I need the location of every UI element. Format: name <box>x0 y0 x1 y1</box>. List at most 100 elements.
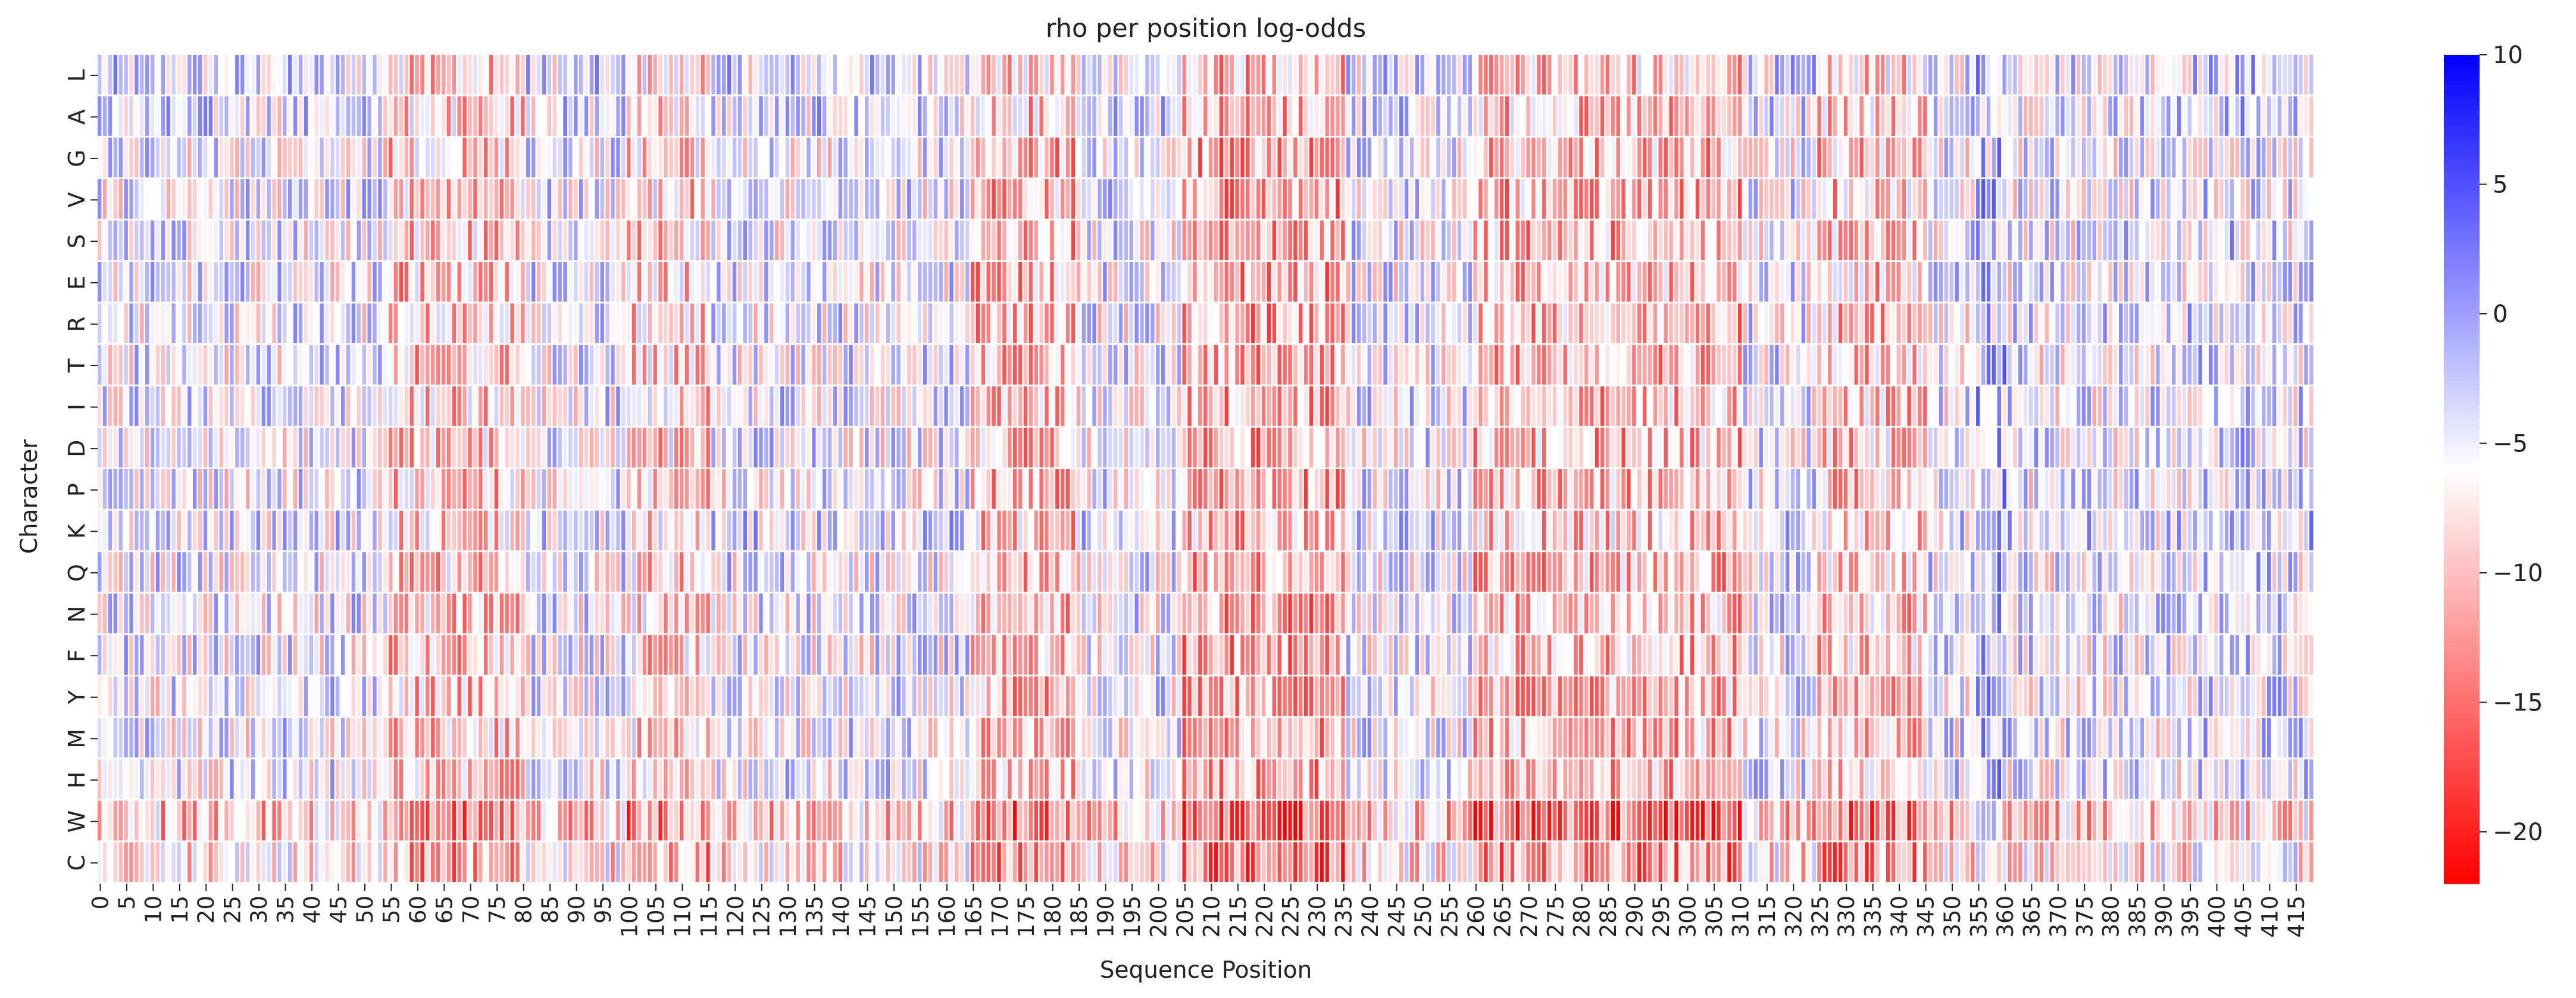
heat-cell <box>801 469 805 509</box>
heat-cell <box>1695 96 1700 136</box>
heat-cell <box>907 220 911 260</box>
heat-cell <box>880 262 885 302</box>
heat-cell <box>325 469 329 509</box>
heat-cell <box>102 220 107 260</box>
heat-cell <box>1595 345 1599 385</box>
heat-cell <box>1378 96 1382 136</box>
heat-cell <box>1674 179 1678 219</box>
heat-cell <box>155 386 160 426</box>
heat-cell <box>1949 303 1953 344</box>
heat-cell <box>1478 345 1483 385</box>
heat-cell <box>1753 96 1758 136</box>
heat-cell <box>1013 428 1017 467</box>
heat-cell <box>1616 428 1620 467</box>
heat-cell <box>790 138 795 177</box>
heat-cell <box>1251 262 1255 302</box>
heat-cell <box>965 179 970 219</box>
heat-cell <box>1373 262 1377 302</box>
heat-cell <box>1828 469 1832 509</box>
heat-cell <box>208 96 213 136</box>
heat-cell <box>1415 262 1420 302</box>
heat-cell <box>1034 55 1038 95</box>
heat-cell <box>1177 469 1181 509</box>
heat-cell <box>1409 428 1414 467</box>
heat-cell <box>722 510 726 551</box>
heat-cell <box>2209 303 2213 344</box>
heat-cell <box>827 386 832 426</box>
heat-cell <box>1061 386 1065 426</box>
heat-cell <box>1806 345 1811 385</box>
heat-cell <box>1896 510 1901 551</box>
heat-cell <box>1579 96 1583 136</box>
heat-cell <box>393 220 398 260</box>
heat-cell <box>600 96 604 136</box>
heat-cell <box>2283 220 2287 260</box>
heat-cell <box>1727 55 1731 95</box>
heat-cell <box>208 138 213 177</box>
heat-cell <box>2309 179 2314 219</box>
heat-cell <box>1658 303 1663 344</box>
heat-cell <box>309 345 314 385</box>
heat-cell <box>1151 55 1155 95</box>
heat-cell <box>177 428 181 467</box>
heat-cell <box>1542 179 1546 219</box>
heat-cell <box>679 138 684 177</box>
heat-cell <box>2081 138 2086 177</box>
heat-cell <box>1759 96 1763 136</box>
heat-cell <box>1526 510 1530 551</box>
heat-cell <box>182 428 186 467</box>
heat-cell <box>817 428 821 467</box>
heat-cell <box>981 262 986 302</box>
heat-cell <box>473 55 477 95</box>
heat-cell <box>1468 303 1472 344</box>
heat-cell <box>2167 96 2171 136</box>
heat-cell <box>1552 138 1557 177</box>
heat-cell <box>933 138 938 177</box>
heat-cell <box>1775 510 1779 551</box>
heat-cell <box>2055 55 2059 95</box>
heat-cell <box>230 428 234 467</box>
heat-cell <box>1013 303 1017 344</box>
heat-cell <box>796 262 800 302</box>
heat-cell <box>1521 96 1525 136</box>
heat-cell <box>1309 96 1314 136</box>
heat-cell <box>1431 428 1435 467</box>
heat-cell <box>822 510 827 551</box>
heat-cell <box>1092 386 1096 426</box>
heat-cell <box>1833 179 1837 219</box>
heat-cell <box>351 469 356 509</box>
heat-cell <box>2219 220 2224 260</box>
heat-cell <box>505 96 509 136</box>
heat-cell <box>378 303 382 344</box>
heat-cell <box>1341 303 1345 344</box>
heat-cell <box>203 386 208 426</box>
heat-cell <box>1669 262 1673 302</box>
heat-cell <box>717 510 721 551</box>
heat-cell <box>1722 55 1726 95</box>
heat-cell <box>1378 386 1382 426</box>
heat-cell <box>976 220 980 260</box>
heat-cell <box>1965 179 1969 219</box>
heat-cell <box>944 428 948 467</box>
heat-cell <box>1976 386 1980 426</box>
heat-cell <box>1071 220 1076 260</box>
heat-cell <box>2193 179 2197 219</box>
heat-cell <box>198 386 202 426</box>
heat-cell <box>812 469 816 509</box>
heat-cell <box>1595 96 1599 136</box>
heat-cell <box>616 179 620 219</box>
heat-cell <box>1399 96 1403 136</box>
heat-cell <box>2283 303 2287 344</box>
heat-cell <box>235 386 239 426</box>
heat-cell <box>383 96 387 136</box>
heat-cell <box>637 138 642 177</box>
heat-cell <box>759 179 763 219</box>
heat-cell <box>1161 138 1165 177</box>
heat-cell <box>849 55 853 95</box>
heat-cell <box>2277 469 2282 509</box>
heat-cell <box>642 386 647 426</box>
heat-cell <box>600 428 604 467</box>
heat-cell <box>701 55 705 95</box>
heat-cell <box>1531 469 1536 509</box>
heat-cell <box>1468 220 1472 260</box>
